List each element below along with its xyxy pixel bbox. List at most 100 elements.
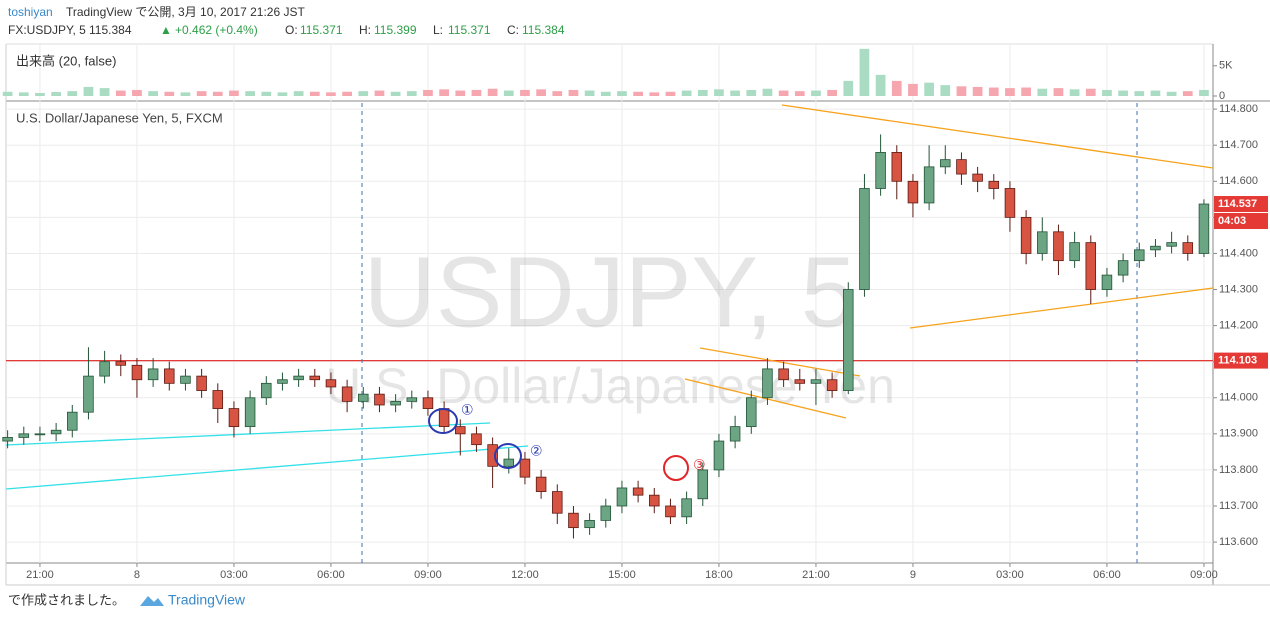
y-tick-label: 114.700 — [1219, 139, 1258, 151]
footer-brand[interactable]: TradingView — [168, 592, 246, 608]
candle-body — [632, 487, 644, 496]
volume-bar — [843, 80, 854, 96]
candle-body — [778, 368, 789, 381]
x-tick-label: 21:00 — [802, 569, 830, 581]
volume-bar — [2, 91, 13, 96]
y-tick-label: 114.200 — [1219, 320, 1258, 332]
candle-body — [1134, 249, 1145, 262]
candle-body — [1182, 242, 1194, 254]
marker-circle — [494, 443, 522, 469]
volume-bar — [115, 90, 126, 96]
candle-body — [729, 426, 741, 442]
candle-body — [341, 386, 353, 402]
logo[interactable] — [140, 596, 164, 606]
candle-body — [859, 188, 870, 290]
candle-body — [422, 397, 434, 409]
volume-bar — [746, 89, 757, 96]
candle-body — [923, 166, 935, 204]
candle-body — [649, 494, 660, 507]
trend-line — [684, 378, 847, 419]
volume-tick-label: 5K — [1219, 60, 1233, 72]
x-tick-label: 09:00 — [1190, 569, 1218, 581]
chart-title: U.S. Dollar/Japanese Yen, 5, FXCM — [16, 110, 223, 125]
candle-body — [552, 491, 563, 514]
volume-bar — [1037, 88, 1048, 96]
candle-body — [1069, 242, 1080, 262]
x-tick-label: 06:00 — [317, 569, 345, 581]
candle-body — [988, 180, 1000, 189]
volume-bar — [633, 91, 643, 96]
candle-body — [568, 512, 579, 529]
x-tick-label: 06:00 — [1093, 569, 1121, 581]
candle-body — [762, 368, 773, 399]
price-label: 114.103 — [1218, 355, 1257, 367]
y-tick-label: 114.400 — [1219, 247, 1258, 259]
candle-body — [875, 152, 886, 189]
volume-bar — [875, 74, 886, 96]
candle-body — [891, 152, 903, 182]
candle-body — [18, 433, 30, 438]
candle-body — [826, 379, 838, 391]
volume-bar — [342, 91, 352, 96]
volume-bar — [358, 91, 369, 96]
ohlc-key: O: — [285, 23, 298, 37]
y-tick-label: 114.000 — [1219, 392, 1258, 404]
volume-bar — [568, 89, 579, 96]
x-tick-label: 21:00 — [26, 569, 54, 581]
volume-bar — [455, 90, 466, 96]
symbol: FX:USDJPY, 5 — [8, 23, 86, 37]
candle-body — [67, 411, 78, 431]
candle-body — [940, 159, 951, 168]
volume-bar — [1085, 88, 1096, 96]
candle-body — [616, 487, 628, 507]
user[interactable]: toshiyan — [8, 5, 53, 19]
volume-bar — [326, 92, 336, 96]
candle-body — [438, 408, 450, 428]
volume-bar — [196, 91, 207, 96]
volume-bar — [940, 85, 951, 96]
volume-bar — [697, 89, 708, 96]
candle-body — [746, 397, 757, 428]
candle-body — [697, 469, 709, 500]
volume-bar — [520, 89, 530, 96]
change-arrow: ▲ — [160, 23, 172, 37]
candle-body — [503, 458, 515, 467]
candle-body — [1198, 203, 1210, 254]
volume-bar — [988, 87, 999, 96]
candle-body — [681, 498, 692, 518]
candle-body — [843, 289, 854, 391]
ohlc-key: H: — [359, 23, 371, 37]
volume-bar — [600, 91, 611, 96]
volume-bar — [503, 90, 514, 96]
volume-bar — [439, 89, 449, 96]
volume-bar — [99, 88, 110, 96]
candle-body — [131, 364, 143, 381]
marker-circle — [428, 408, 458, 434]
candle-body — [1020, 216, 1032, 254]
candle-body — [1037, 231, 1048, 254]
candle-body — [519, 458, 531, 478]
candle-body — [794, 379, 806, 384]
volume-bar — [794, 91, 805, 96]
x-tick-label: 03:00 — [996, 569, 1024, 581]
volume-bar — [536, 89, 546, 96]
candle-body — [535, 476, 547, 492]
candle-body — [406, 397, 418, 402]
volume-bar — [1102, 89, 1112, 96]
volume-bar — [277, 92, 288, 96]
last-price-box — [1214, 196, 1268, 213]
candle-body — [713, 440, 725, 471]
candle-body — [956, 159, 967, 175]
x-tick-label: 09:00 — [414, 569, 442, 581]
y-tick-label: 113.900 — [1219, 428, 1258, 440]
volume-bar — [1199, 89, 1209, 96]
candle-body — [196, 375, 207, 391]
volume-bar — [229, 90, 239, 96]
candle-body — [455, 426, 466, 435]
price-label-box — [1214, 352, 1268, 369]
trend-line — [5, 445, 529, 490]
volume-bar — [552, 91, 563, 96]
countdown-box — [1214, 213, 1268, 230]
candle-body — [212, 390, 224, 409]
volume-bar — [1021, 87, 1031, 96]
